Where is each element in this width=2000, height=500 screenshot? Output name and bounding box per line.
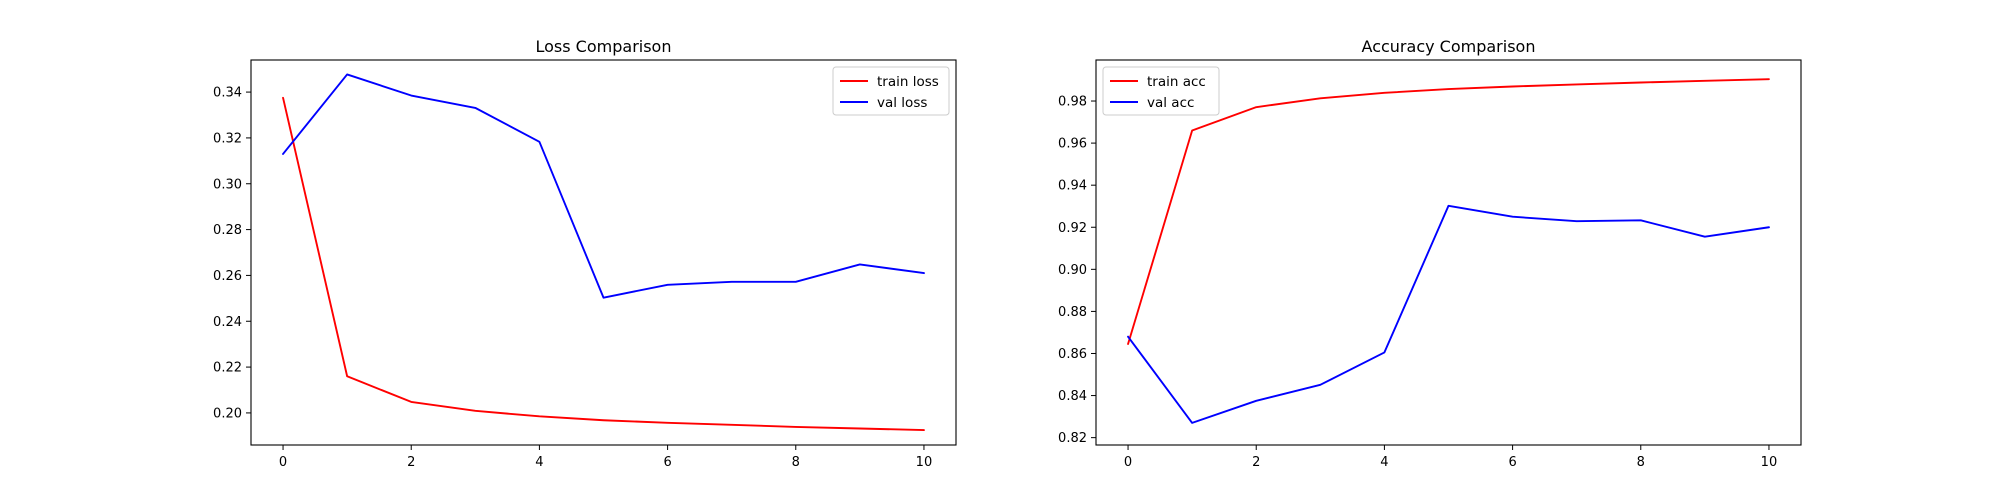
- loss-y-tick-label: 0.28: [213, 223, 242, 238]
- loss-chart: Loss Comparison 0 2 4 6 8 100.200.220.240.260…: [213, 37, 957, 470]
- loss-series-line-train-loss: [282, 96, 925, 432]
- loss-chart-title: Loss Comparison: [536, 37, 672, 56]
- loss-x-tick-label: 2: [407, 455, 415, 470]
- loss-legend-label: train loss: [877, 74, 939, 90]
- loss-y-tick-label: 0.26: [213, 269, 242, 284]
- loss-series-line-val-loss: [282, 73, 925, 299]
- accuracy-y-tick-label: 0.88: [1058, 305, 1087, 320]
- accuracy-legend-label: train acc: [1147, 74, 1206, 90]
- accuracy-y-tick-label: 0.98: [1058, 95, 1087, 110]
- accuracy-y-tick-label: 0.86: [1058, 347, 1087, 362]
- accuracy-y-tick-label: 0.94: [1058, 179, 1087, 194]
- loss-x-tick-label: 8: [792, 455, 800, 470]
- accuracy-legend: train acc val acc: [1102, 66, 1220, 116]
- accuracy-series-line-train-acc: [1127, 78, 1770, 345]
- loss-x-tick-label: 10: [916, 455, 933, 470]
- loss-y-tick-label: 0.32: [213, 131, 242, 146]
- loss-y-tick-label: 0.20: [213, 406, 242, 421]
- accuracy-axes-frame: [1095, 59, 1802, 446]
- loss-legend-label: val loss: [877, 95, 927, 111]
- accuracy-y-tick-label: 0.96: [1058, 137, 1087, 152]
- accuracy-legend-label: val acc: [1147, 95, 1194, 111]
- accuracy-chart-title: Accuracy Comparison: [1362, 37, 1536, 56]
- accuracy-x-tick-label: 0: [1124, 455, 1132, 470]
- accuracy-x-tick-label: 2: [1252, 455, 1260, 470]
- accuracy-y-tick-label: 0.92: [1058, 221, 1087, 236]
- loss-legend: train loss val loss: [832, 66, 950, 116]
- loss-chart-plot-area: 0 2 4 6 8 10 0.20 0.22 0.24 0.26 0.28 0.30 0.32 0.34 t…: [213, 59, 957, 470]
- loss-y-tick-label: 0.24: [213, 315, 242, 330]
- accuracy-y-tick-label: 0.82: [1058, 431, 1087, 446]
- loss-x-tick-label: 6: [663, 455, 671, 470]
- accuracy-x-tick-label: 4: [1380, 455, 1388, 470]
- loss-x-tick-label: 0: [279, 455, 287, 470]
- accuracy-chart: Accuracy Comparison 0 2 4 6 8 100.820.840.860…: [1058, 37, 1802, 470]
- accuracy-x-tick-label: 6: [1508, 455, 1516, 470]
- accuracy-series-line-val-acc: [1127, 204, 1770, 424]
- loss-y-tick-label: 0.22: [213, 361, 242, 376]
- loss-y-tick-label: 0.34: [213, 86, 242, 101]
- accuracy-x-tick-label: 10: [1761, 455, 1778, 470]
- accuracy-chart-plot-area: 0 2 4 6 8 10 0.82 0.84 0.86 0.88 0.90 0.92 0.94 0.96 0…: [1058, 59, 1802, 470]
- loss-y-tick-label: 0.30: [213, 177, 242, 192]
- loss-axes-frame: [250, 59, 957, 446]
- loss-x-tick-label: 4: [535, 455, 543, 470]
- accuracy-y-tick-label: 0.84: [1058, 389, 1087, 404]
- accuracy-x-tick-label: 8: [1637, 455, 1645, 470]
- accuracy-y-tick-label: 0.90: [1058, 263, 1087, 278]
